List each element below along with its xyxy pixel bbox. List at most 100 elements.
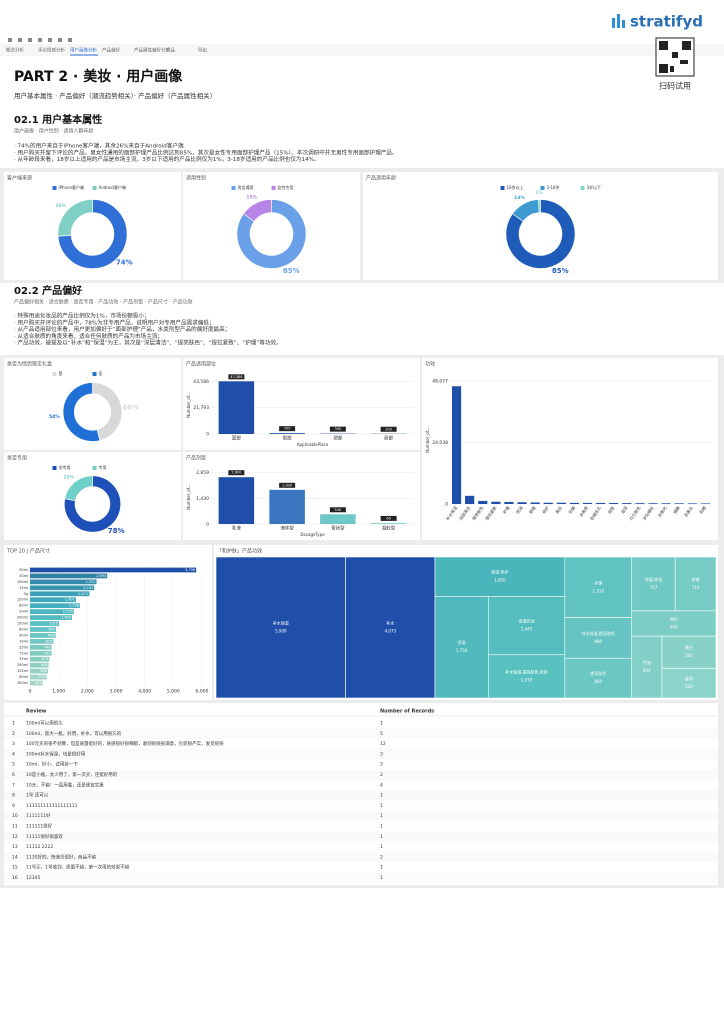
donut-slice — [57, 199, 128, 269]
bar — [320, 514, 356, 524]
value-label: 1,526 — [63, 610, 73, 614]
bar — [218, 477, 255, 524]
treemap-cell — [564, 617, 633, 659]
review-cell: 10元，不错！一直用着，还是便宜实惠 — [26, 781, 104, 788]
bar — [609, 503, 619, 504]
value-label: 2,071 — [78, 592, 88, 596]
row-number: 8 — [12, 793, 15, 799]
row-number: 7 — [12, 782, 15, 788]
bar — [543, 502, 553, 504]
section-tagline: 用户画像 · 用户性别 · 适用人群年龄 — [14, 128, 94, 135]
y-tick-label: 40ml — [19, 633, 28, 637]
y-tick-label: 20ml — [19, 610, 28, 614]
nav-icon — [18, 38, 22, 42]
bar — [30, 674, 47, 680]
bar — [30, 591, 90, 597]
bar — [30, 656, 50, 662]
legend-swatch — [52, 372, 57, 376]
value-label: 5,796 — [185, 568, 195, 572]
value-label: 560 — [685, 653, 693, 658]
count-cell: 1 — [380, 803, 383, 809]
value-label: 2,600 — [231, 471, 241, 475]
y-tick-label: 120ml — [17, 598, 28, 602]
y-tick-label: 25ml — [19, 645, 28, 649]
x-tick-label: 护理 — [501, 505, 511, 515]
legend-label: 是 — [59, 370, 63, 376]
x-tick-label: 祛痘 — [606, 505, 616, 515]
treemap-cell — [434, 596, 489, 699]
y-tick-label: 200ml — [17, 616, 28, 620]
legend-swatch — [231, 186, 236, 190]
section-tagline: 产品偏好相关 · 适合肤质 · 是否专用 · 产品功效 · 产品剂型 · 产品尺… — [14, 299, 193, 306]
value-label-bg — [279, 482, 296, 488]
donut-slice — [62, 382, 101, 442]
y-tick-label: 250ml — [17, 663, 28, 667]
value-label-bg — [279, 426, 296, 432]
y-tick-label: 35ml — [19, 657, 28, 661]
y-tick-label: 0 — [445, 502, 448, 508]
row-number: 13 — [12, 844, 18, 850]
cell-label: 补水保湿,提亮肤色 — [582, 630, 615, 636]
value-label: 749 — [44, 645, 51, 649]
legend-label: 3-18岁 — [547, 184, 560, 190]
value-label: 815 — [46, 639, 53, 643]
bar — [674, 503, 684, 504]
x-tick-label: 滋润 — [619, 505, 629, 515]
bar — [370, 522, 407, 524]
bar — [30, 621, 60, 626]
y-tick-label: 125ml — [17, 669, 28, 673]
nav-icon — [48, 38, 52, 42]
donut-slice — [538, 199, 541, 213]
value-label-bg — [329, 426, 346, 432]
value-label-bg — [228, 470, 245, 476]
bullet: · 产品功效，被提及以“补水”和“保湿”为主，其次是“深层清洁”、“提亮肤色”、… — [14, 339, 282, 347]
bar — [517, 502, 527, 504]
row-stripe — [4, 769, 718, 780]
review-cell: 1111111好 — [26, 812, 51, 819]
x-tick-label: 修护 — [540, 505, 550, 515]
y-tick-label: 90ml — [19, 675, 28, 679]
value-label: 2,241 — [83, 586, 93, 590]
treemap-cell — [631, 635, 663, 699]
page-subtitle: 用户基本属性 · 产品偏好（潮流趋势相关）· 产品偏好（产品属性相关） — [14, 91, 216, 100]
chart-title: 是否专用 — [7, 455, 27, 462]
value-label: 14% — [514, 195, 525, 201]
value-label: 2,322 — [86, 580, 96, 584]
value-label: 860 — [594, 679, 602, 684]
donut-slice — [57, 199, 93, 237]
bullet: · 用户购买并留下评论的产品，男女性通用的面部护理产品比例达到85%，其次是女性… — [14, 148, 398, 156]
value-label: 5,909 — [275, 629, 287, 634]
y-tick-label: 21,793 — [193, 405, 209, 411]
value-label: 85% — [552, 267, 569, 275]
nav-tab: 用户画像分析 — [70, 47, 97, 54]
legend-label: iPhone客户端 — [59, 184, 85, 190]
row-number: 4 — [12, 751, 15, 757]
nav-tab: 产品属性偏好分析 — [134, 47, 170, 54]
chart-title: 客户端来源 — [7, 175, 32, 182]
bar — [269, 433, 305, 434]
count-cell: 3 — [380, 751, 383, 757]
legend-label: 男女通用 — [238, 184, 254, 190]
bar — [30, 567, 197, 573]
bar — [687, 503, 697, 504]
x-tick-label: 抗皱 — [567, 505, 577, 515]
qr-label: 扫码试用 — [659, 81, 691, 91]
y-tick-label: 15ml — [19, 586, 28, 590]
bar — [30, 633, 56, 638]
cell-label: 保湿 — [458, 639, 466, 645]
row-stripe — [4, 728, 718, 739]
x-tick-label: 6,000 — [196, 689, 209, 695]
review-cell: 100元买的很不划算，但是质量挺好的，质感很好很细腻，收到很快很满意，包装很严实… — [26, 740, 224, 747]
count-cell: 1 — [380, 721, 383, 727]
count-cell: 1 — [380, 813, 383, 819]
treemap-cell — [487, 596, 566, 656]
bar — [30, 573, 108, 579]
x-tick-label: 凝胶型 — [382, 525, 396, 532]
treemap-cell — [564, 556, 633, 618]
bar — [556, 502, 566, 504]
bar — [30, 609, 74, 615]
legend-swatch — [52, 466, 57, 470]
review-cell: 12345 — [26, 875, 40, 881]
value-label: 1015 — [49, 622, 58, 626]
